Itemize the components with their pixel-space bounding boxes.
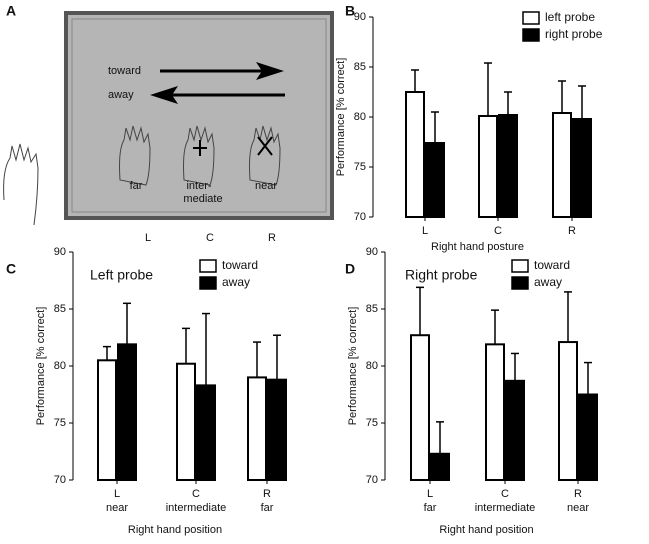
y-tick-label: 70 xyxy=(54,474,66,486)
bar xyxy=(505,379,525,482)
legend-swatch xyxy=(511,259,529,273)
x-sublabel: near xyxy=(106,502,128,514)
legend-label: toward xyxy=(222,258,258,272)
hand xyxy=(249,125,281,186)
cross xyxy=(257,136,273,156)
legend-label: left probe xyxy=(545,10,595,24)
y-tick-label: 80 xyxy=(366,360,378,372)
y-tick-label: 90 xyxy=(366,246,378,258)
hand-label: far xyxy=(130,180,143,192)
x-tick-label: C xyxy=(494,225,502,237)
bar xyxy=(572,118,592,218)
arrow-label: away xyxy=(108,89,134,101)
hand xyxy=(3,143,39,226)
bar xyxy=(176,362,196,481)
bar xyxy=(578,393,598,481)
y-tick-label: 80 xyxy=(54,360,66,372)
y-axis-label: Performance [% correct] xyxy=(335,58,347,177)
y-tick-label: 90 xyxy=(354,11,366,23)
x-tick-label: R xyxy=(263,488,271,500)
bar xyxy=(425,142,445,218)
legend-label: away xyxy=(222,275,250,289)
bar xyxy=(498,114,518,218)
bar xyxy=(485,343,505,481)
hand xyxy=(183,125,215,186)
x-sublabel: far xyxy=(424,502,437,514)
hand-label: mediate xyxy=(183,193,222,205)
x-tick-label: L xyxy=(114,488,120,500)
x-tick-label: L xyxy=(427,488,433,500)
legend-swatch xyxy=(522,28,540,42)
y-axis-label: Performance [% correct] xyxy=(35,307,47,426)
legend-swatch xyxy=(199,259,217,273)
bar xyxy=(196,384,216,482)
x-tick-label: R xyxy=(568,225,576,237)
y-axis-label: Performance [% correct] xyxy=(347,307,359,426)
y-tick-label: 75 xyxy=(54,417,66,429)
x-tick-label: C xyxy=(192,488,200,500)
y-tick-label: 90 xyxy=(54,246,66,258)
arrow-head xyxy=(150,86,178,104)
x-axis-label: Right hand position xyxy=(128,524,222,536)
y-tick-label: 80 xyxy=(354,111,366,123)
y-tick-label: 70 xyxy=(354,211,366,223)
hand-label: near xyxy=(255,180,277,192)
legend-swatch xyxy=(199,276,217,290)
bar xyxy=(97,359,117,481)
y-tick-label: 75 xyxy=(366,417,378,429)
screen-inner xyxy=(71,18,327,213)
y-tick-label: 85 xyxy=(54,303,66,315)
x-axis-label: Right hand posture xyxy=(431,241,524,253)
bar xyxy=(552,112,572,218)
hand-label: inter- xyxy=(186,180,211,192)
legend-label: away xyxy=(534,275,562,289)
bar xyxy=(405,91,425,218)
panel-letter: C xyxy=(6,261,16,277)
chart-title: Left probe xyxy=(90,267,153,283)
y-tick-label: 85 xyxy=(366,303,378,315)
bar xyxy=(478,115,498,218)
bar xyxy=(558,341,578,481)
legend-swatch xyxy=(522,11,540,25)
arrow-head xyxy=(256,62,284,80)
bar xyxy=(430,452,450,481)
panel-letter: A xyxy=(6,3,16,19)
x-sublabel: near xyxy=(567,502,589,514)
legend-swatch xyxy=(511,276,529,290)
position-label: R xyxy=(268,232,276,244)
hands xyxy=(3,125,281,226)
y-tick-label: 70 xyxy=(366,474,378,486)
legend-label: right probe xyxy=(545,27,603,41)
bar xyxy=(267,378,287,481)
arrow-label: toward xyxy=(108,65,141,77)
position-label: C xyxy=(206,232,214,244)
position-label: L xyxy=(145,232,151,244)
x-tick-label: L xyxy=(422,225,428,237)
chart-title: Right probe xyxy=(405,267,478,283)
bar xyxy=(247,376,267,481)
x-tick-label: C xyxy=(501,488,509,500)
panel-letter: B xyxy=(345,3,355,19)
bar xyxy=(117,343,137,481)
x-sublabel: far xyxy=(261,502,274,514)
screen xyxy=(64,11,334,220)
x-sublabel: intermediate xyxy=(475,502,536,514)
legend-label: toward xyxy=(534,258,570,272)
hand xyxy=(119,125,151,186)
x-axis-label: Right hand position xyxy=(439,524,533,536)
y-tick-label: 75 xyxy=(354,161,366,173)
y-tick-label: 85 xyxy=(354,61,366,73)
x-tick-label: R xyxy=(574,488,582,500)
panel-letter: D xyxy=(345,261,355,277)
x-sublabel: intermediate xyxy=(166,502,227,514)
bar xyxy=(410,334,430,481)
